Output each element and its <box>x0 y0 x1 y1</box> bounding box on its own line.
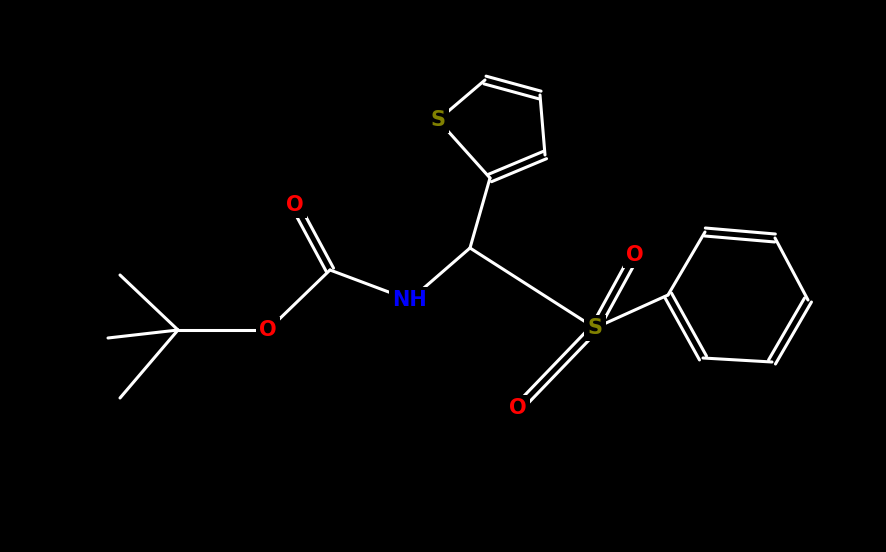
Text: S: S <box>587 318 602 338</box>
Text: O: O <box>286 195 304 215</box>
Text: NH: NH <box>392 290 427 310</box>
Text: O: O <box>509 398 526 418</box>
Text: S: S <box>430 110 445 130</box>
Text: O: O <box>626 245 643 265</box>
Text: O: O <box>259 320 276 340</box>
